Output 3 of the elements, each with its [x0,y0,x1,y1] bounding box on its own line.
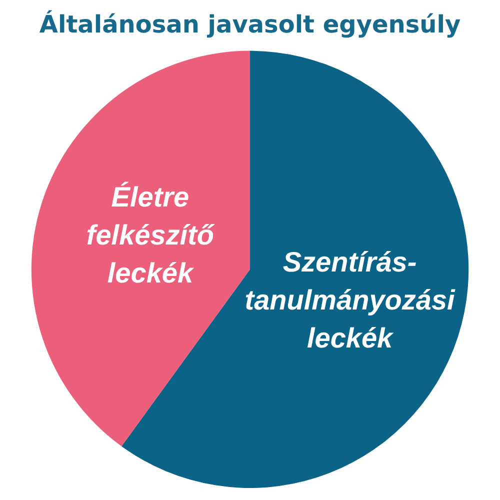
slice-label: Szentírás-tanulmányozási leckék [244,246,456,354]
chart-title: Általánosan javasolt egyensúly [39,10,461,39]
slice-label: Életre felkészítő leckék [86,182,215,289]
